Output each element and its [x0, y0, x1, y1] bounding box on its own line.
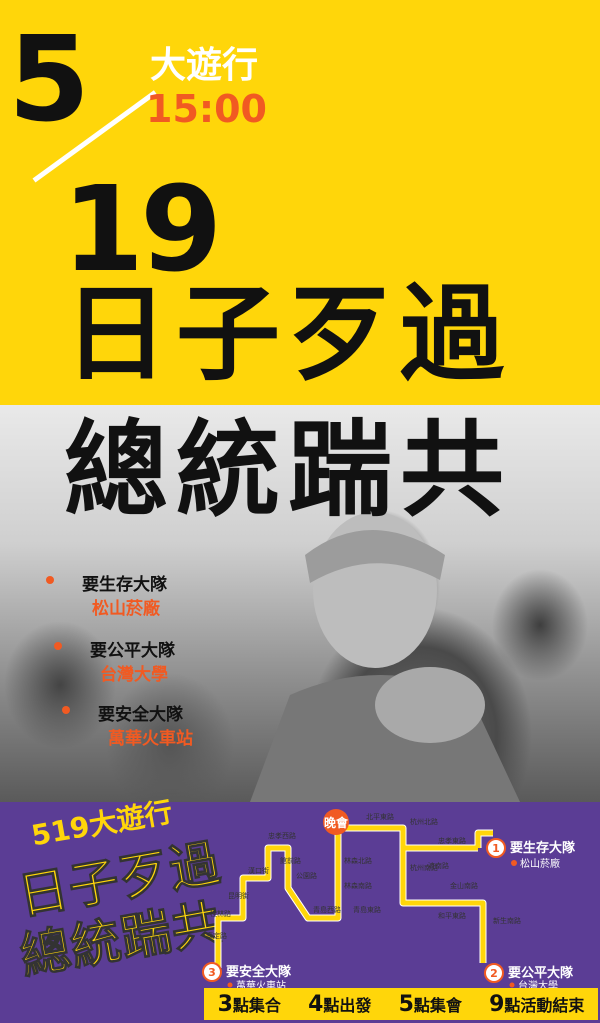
- svg-text:漢口街: 漢口街: [248, 866, 269, 875]
- svg-text:2: 2: [490, 967, 498, 980]
- route-panel: [0, 802, 600, 1023]
- team-location: 萬華火車站: [108, 729, 193, 749]
- bullet-icon: [46, 576, 54, 584]
- route-3-location: 萬華火車站: [236, 981, 286, 992]
- schedule-item: 5點集會: [398, 991, 462, 1017]
- route-1: 1 要生存大隊 松山菸廠: [486, 838, 576, 870]
- route-2: 2 要公平大隊: [484, 963, 574, 988]
- svg-text:館前路: 館前路: [280, 856, 301, 865]
- svg-text:金山南路: 金山南路: [450, 881, 478, 890]
- svg-text:1: 1: [492, 842, 500, 855]
- team-name: 要公平大隊: [90, 641, 175, 661]
- schedule-item: 4點出發: [308, 991, 372, 1017]
- svg-text:杭州南路: 杭州南路: [410, 863, 438, 872]
- march-time: 15:00: [146, 87, 267, 131]
- schedule-item: 9點活動結束: [489, 991, 585, 1017]
- route-3: 3 要安全大隊: [202, 962, 292, 988]
- protester-photo: [0, 405, 600, 802]
- schedule-item: 3點集合: [217, 991, 281, 1017]
- top-banner: [0, 0, 600, 405]
- svg-text:要生存大隊: 要生存大隊: [510, 840, 576, 856]
- svg-text:和平東路: 和平東路: [438, 911, 466, 920]
- svg-text:杭州北路: 杭州北路: [410, 817, 438, 826]
- route-2-location: 台灣大學: [518, 981, 558, 992]
- team-location: 台灣大學: [100, 665, 168, 685]
- svg-text:公園路: 公園路: [296, 871, 317, 880]
- slogan-line-2: 總統踹共: [64, 409, 513, 531]
- svg-text:青島西路: 青島西路: [313, 905, 341, 914]
- svg-text:3: 3: [208, 966, 216, 979]
- route-map: 晚會 北平東路 杭州北路 杭州南路 忠孝東路 濟南路 金山南路 和平東路 新生南…: [202, 809, 576, 988]
- team-name: 要安全大隊: [98, 705, 183, 725]
- evening-rally-label: 晚會: [324, 815, 349, 830]
- svg-text:忠孝東路: 忠孝東路: [438, 836, 466, 845]
- svg-text:林森南路: 林森南路: [344, 881, 372, 890]
- svg-text:康定路: 康定路: [206, 931, 227, 940]
- svg-text:忠孝西路: 忠孝西路: [268, 831, 296, 840]
- slogan-line-1: 日子歹過: [64, 273, 513, 395]
- svg-text:林森北路: 林森北路: [344, 856, 372, 865]
- svg-text:松山菸廠: 松山菸廠: [520, 857, 560, 870]
- svg-text:青島東路: 青島東路: [353, 905, 381, 914]
- bullet-icon: [54, 642, 62, 650]
- svg-text:要公平大隊: 要公平大隊: [508, 965, 574, 981]
- bullet-icon: [62, 706, 70, 714]
- svg-text:北平東路: 北平東路: [366, 812, 394, 821]
- march-label: 大遊行: [150, 45, 259, 86]
- date-month: 5: [8, 10, 91, 148]
- svg-text:要安全大隊: 要安全大隊: [226, 964, 292, 980]
- date-day: 19: [62, 160, 222, 298]
- team-name: 要生存大隊: [82, 575, 167, 595]
- evening-rally-marker: [323, 809, 349, 835]
- schedule-bar: 3點集合 4點出發 5點集會 9點活動結束: [204, 988, 598, 1020]
- team-location: 松山菸廠: [92, 599, 160, 619]
- svg-text:昆明街: 昆明街: [228, 891, 249, 900]
- svg-text:桂林路: 桂林路: [210, 909, 231, 918]
- svg-text:濟南路: 濟南路: [428, 861, 449, 870]
- svg-text:新生南路: 新生南路: [493, 916, 521, 925]
